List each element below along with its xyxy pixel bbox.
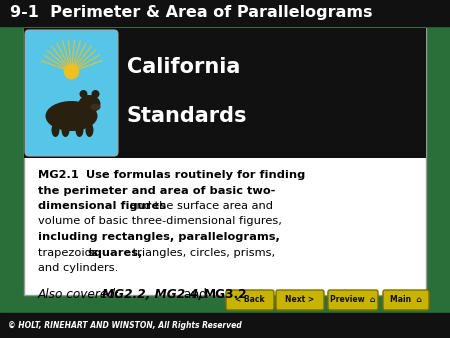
- Text: the perimeter and area of basic two-: the perimeter and area of basic two-: [38, 186, 275, 195]
- Text: Standards: Standards: [127, 106, 248, 126]
- Text: Also covered:: Also covered:: [38, 288, 124, 301]
- Ellipse shape: [62, 123, 69, 137]
- FancyBboxPatch shape: [276, 290, 324, 310]
- Text: MG2.2, MG2.4,: MG2.2, MG2.4,: [102, 288, 203, 301]
- FancyBboxPatch shape: [25, 30, 118, 156]
- Ellipse shape: [86, 123, 94, 137]
- Text: and: and: [180, 288, 211, 301]
- Ellipse shape: [76, 123, 84, 137]
- Text: dimensional figures: dimensional figures: [38, 201, 166, 211]
- Ellipse shape: [80, 90, 87, 98]
- Text: and cylinders.: and cylinders.: [38, 263, 118, 273]
- Text: © HOLT, RINEHART AND WINSTON, All Rights Reserved: © HOLT, RINEHART AND WINSTON, All Rights…: [8, 321, 242, 331]
- Text: trapezoids,: trapezoids,: [38, 247, 105, 258]
- Text: including rectangles, parallelograms,: including rectangles, parallelograms,: [38, 232, 280, 242]
- Text: squares,: squares,: [87, 247, 142, 258]
- Bar: [0, 313, 450, 338]
- Text: Preview  ⌂: Preview ⌂: [330, 295, 376, 305]
- Ellipse shape: [91, 90, 99, 98]
- Ellipse shape: [45, 101, 98, 131]
- Bar: [0, 0, 450, 26]
- Ellipse shape: [78, 95, 100, 113]
- Bar: [24, 28, 426, 295]
- Bar: [24, 28, 426, 158]
- Text: triangles, circles, prisms,: triangles, circles, prisms,: [129, 247, 275, 258]
- Text: volume of basic three-dimensional figures,: volume of basic three-dimensional figure…: [38, 217, 282, 226]
- Text: 9-1  Perimeter & Area of Parallelograms: 9-1 Perimeter & Area of Parallelograms: [10, 5, 373, 21]
- Ellipse shape: [51, 123, 59, 137]
- Text: California: California: [127, 57, 240, 77]
- FancyBboxPatch shape: [226, 290, 274, 310]
- Text: and the surface area and: and the surface area and: [126, 201, 273, 211]
- Text: MG3.2: MG3.2: [204, 288, 248, 301]
- Text: Use formulas routinely for finding: Use formulas routinely for finding: [78, 170, 305, 180]
- Text: MG2.1: MG2.1: [38, 170, 79, 180]
- FancyBboxPatch shape: [383, 290, 429, 310]
- Text: Main  ⌂: Main ⌂: [390, 295, 422, 305]
- Text: < Back: < Back: [235, 295, 265, 305]
- Text: Next >: Next >: [285, 295, 315, 305]
- Ellipse shape: [90, 103, 100, 111]
- Bar: [0, 295, 450, 313]
- Circle shape: [64, 65, 78, 79]
- FancyBboxPatch shape: [328, 290, 378, 310]
